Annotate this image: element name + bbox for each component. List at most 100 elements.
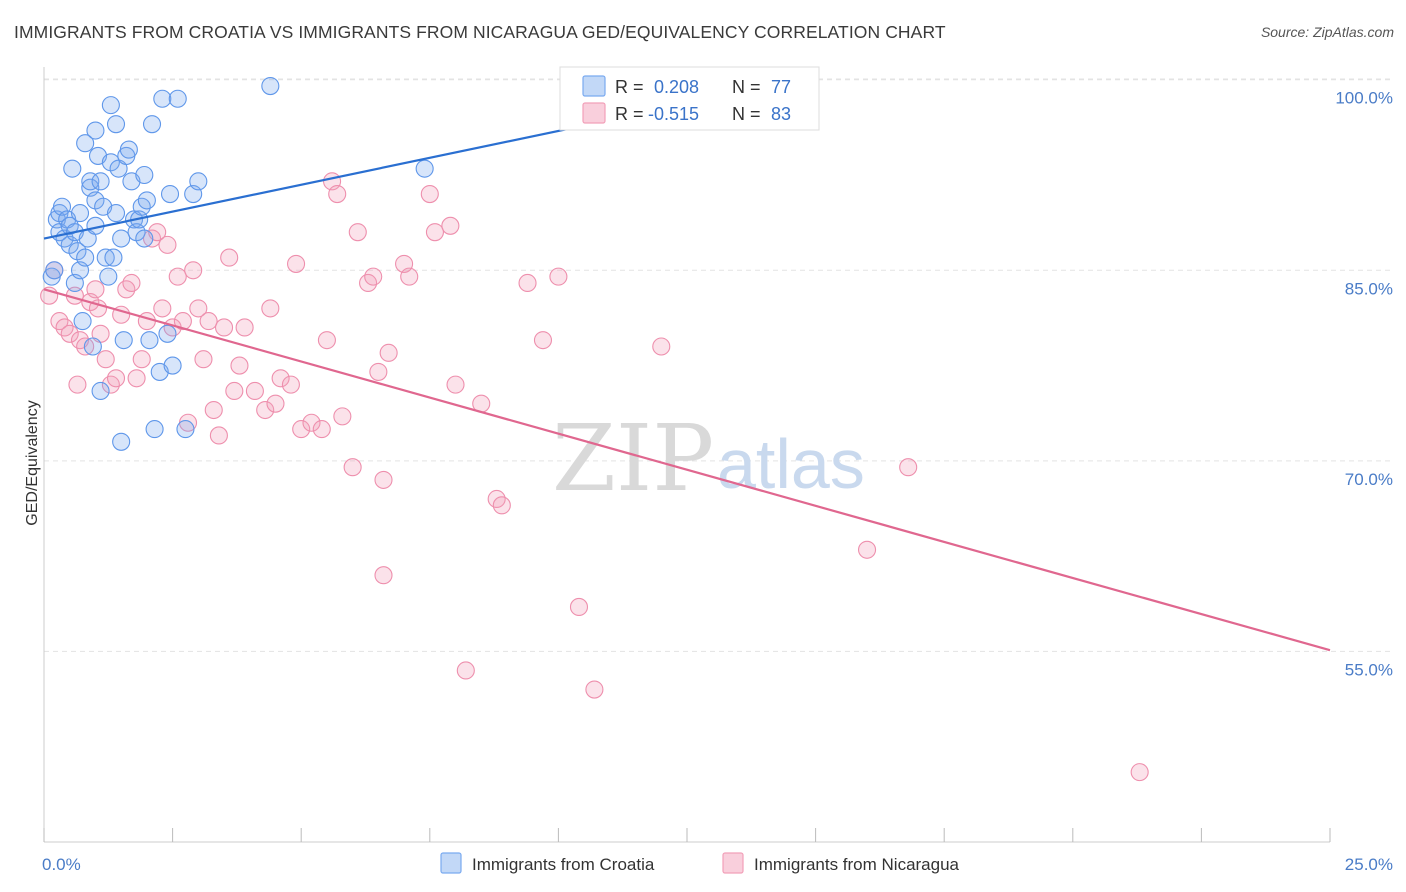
nicaragua-point	[446, 375, 465, 394]
croatia-point	[160, 184, 180, 204]
nicaragua-point	[68, 375, 87, 394]
nicaragua-point	[96, 350, 115, 369]
croatia-series-label: Immigrants from Croatia	[472, 855, 655, 874]
nicaragua-legend-swatch	[582, 102, 606, 124]
nicaragua-point	[158, 235, 177, 254]
nicaragua-point	[60, 324, 79, 343]
croatia-point	[168, 89, 187, 108]
nicaragua-point	[420, 184, 439, 204]
nicaragua-series-swatch	[722, 852, 744, 874]
nicaragua-point	[214, 318, 234, 337]
nicaragua-series-label: Immigrants from Nicaragua	[754, 855, 960, 874]
croatia-point	[137, 191, 156, 210]
nicaragua-point	[76, 337, 95, 356]
nicaragua-point	[132, 350, 151, 369]
nicaragua-point	[189, 299, 208, 318]
croatia-point	[119, 140, 138, 159]
croatia-point	[81, 172, 100, 191]
croatia-point	[91, 381, 110, 401]
nicaragua-point	[456, 661, 475, 680]
nicaragua-point	[343, 458, 362, 477]
croatia-point	[101, 96, 120, 115]
nicaragua-point	[153, 299, 172, 318]
nicaragua-point	[287, 254, 306, 273]
croatia-point	[112, 432, 131, 451]
y-axis-title: GED/Equivalency	[24, 400, 41, 525]
croatia-point	[99, 267, 118, 286]
nicaragua-point	[569, 597, 589, 617]
croatia-point	[189, 172, 208, 191]
croatia-n-label: N =	[732, 77, 761, 97]
nicaragua-point	[271, 369, 290, 388]
croatia-point	[112, 229, 131, 248]
nicaragua-point	[1130, 763, 1149, 782]
nicaragua-point	[230, 356, 249, 375]
nicaragua-point	[328, 184, 347, 204]
nicaragua-point	[441, 216, 460, 235]
croatia-point	[70, 204, 90, 223]
nicaragua-point	[369, 362, 388, 381]
croatia-point	[86, 121, 105, 140]
croatia-point	[114, 331, 133, 350]
nicaragua-point	[220, 248, 239, 267]
nicaragua-point	[173, 312, 192, 331]
nicaragua-point	[333, 407, 352, 426]
nicaragua-point	[374, 470, 393, 489]
x-tick-label-min: 0.0%	[42, 855, 81, 874]
croatia-point	[96, 248, 115, 267]
nicaragua-point	[652, 337, 671, 356]
nicaragua-point	[235, 318, 254, 337]
nicaragua-point	[857, 540, 877, 559]
nicaragua-point	[225, 381, 244, 401]
series-legend: Immigrants from Croatia Immigrants from …	[440, 852, 960, 874]
croatia-series-swatch	[440, 852, 462, 874]
nicaragua-point	[492, 496, 511, 515]
nicaragua-point	[379, 343, 398, 362]
chart-title: IMMIGRANTS FROM CROATIA VS IMMIGRANTS FR…	[14, 22, 946, 42]
croatia-point	[63, 159, 82, 178]
croatia-point	[106, 115, 126, 134]
nicaragua-point	[317, 331, 336, 350]
croatia-point	[135, 165, 154, 185]
axes	[43, 67, 1331, 843]
croatia-point	[83, 337, 102, 356]
croatia-r-label: R =	[615, 77, 644, 97]
nicaragua-point	[261, 299, 280, 318]
nicaragua-point	[199, 312, 218, 331]
croatia-point	[145, 420, 164, 439]
nicaragua-point	[312, 420, 331, 439]
croatia-point	[163, 356, 182, 375]
croatia-point	[106, 204, 126, 223]
croatia-point	[135, 229, 154, 248]
nicaragua-point	[302, 413, 321, 432]
nicaragua-point	[209, 426, 228, 445]
watermark-atlas: atlas	[717, 425, 865, 503]
nicaragua-point	[400, 267, 419, 286]
nicaragua-point	[256, 400, 275, 420]
nicaragua-point	[549, 267, 568, 286]
y-tick-label: 55.0%	[1345, 660, 1393, 679]
watermark-zip: ZIP	[552, 405, 714, 512]
nicaragua-point	[127, 369, 146, 388]
croatia-point	[415, 159, 434, 178]
nicaragua-point	[348, 223, 367, 242]
watermark: ZIP atlas	[552, 405, 865, 512]
nicaragua-point	[425, 223, 444, 242]
source-label: Source: ZipAtlas.com	[1260, 24, 1394, 40]
y-tick-labels: 55.0% 70.0% 85.0% 100.0%	[1335, 89, 1393, 680]
nicaragua-point	[364, 267, 383, 286]
croatia-point	[176, 420, 195, 439]
croatia-point	[140, 331, 159, 350]
nicaragua-point	[374, 566, 393, 585]
nicaragua-point	[137, 312, 156, 331]
stats-legend: R = 0.208 N = 77 R = -0.515 N = 83	[559, 66, 820, 131]
croatia-n-value: 77	[771, 77, 791, 97]
croatia-point	[261, 77, 280, 96]
nicaragua-n-label: N =	[732, 104, 761, 124]
croatia-points	[42, 77, 578, 451]
y-tick-label: 100.0%	[1335, 89, 1393, 108]
x-tick-label-max: 25.0%	[1345, 855, 1393, 874]
nicaragua-r-label: R =	[615, 104, 644, 124]
nicaragua-point	[168, 267, 187, 286]
